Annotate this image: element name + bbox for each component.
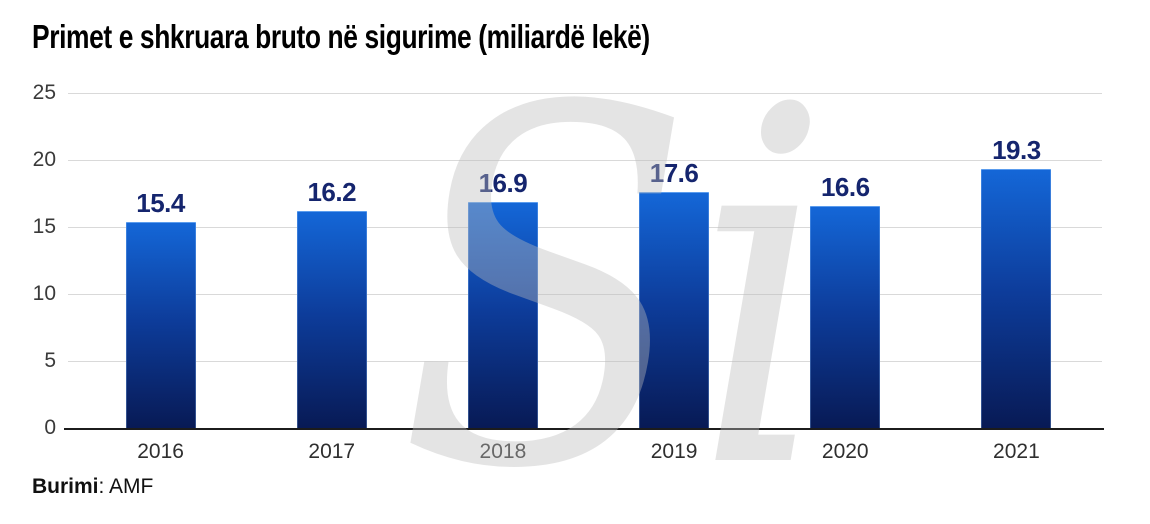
y-axis-tick-label: 25 xyxy=(32,81,56,104)
gridline xyxy=(68,160,1102,161)
x-axis-line xyxy=(64,428,1104,430)
gridline xyxy=(68,93,1102,94)
gridline xyxy=(68,361,1102,362)
x-axis-label: 2017 xyxy=(308,440,356,463)
bar-value-label: 17.6 xyxy=(649,158,699,189)
x-axis-label: 2019 xyxy=(650,440,698,463)
y-axis-tick-label: 20 xyxy=(32,148,56,171)
bar-value-label: 16.9 xyxy=(478,167,528,198)
bar xyxy=(467,201,538,428)
x-axis-label: 2018 xyxy=(479,440,527,463)
source-label: Burimi xyxy=(32,475,99,498)
bar xyxy=(639,192,710,428)
y-axis-tick-label: 5 xyxy=(44,349,56,372)
gridline xyxy=(68,227,1102,228)
bar-value-label: 15.4 xyxy=(136,187,185,218)
gridline xyxy=(68,294,1102,295)
source-separator: : xyxy=(98,475,110,498)
x-axis-label: 2016 xyxy=(137,440,184,463)
bar xyxy=(810,205,881,428)
bar-value-label: 16.6 xyxy=(820,171,870,202)
chart-title: Primet e shkruara bruto në sigurime (mil… xyxy=(32,18,650,55)
source-line: Burimi: AMF xyxy=(32,475,153,499)
bar-value-label: 16.2 xyxy=(307,176,357,207)
bar xyxy=(125,221,196,428)
bar xyxy=(296,210,367,428)
x-axis-label: 2020 xyxy=(821,440,869,463)
bar xyxy=(981,169,1052,428)
y-axis-tick-label: 15 xyxy=(32,215,56,238)
source-value: AMF xyxy=(109,475,154,498)
x-axis-label: 2021 xyxy=(993,440,1040,463)
y-axis-tick-label: 10 xyxy=(32,282,56,305)
y-axis-tick-label: 0 xyxy=(44,416,56,439)
bar-value-label: 19.3 xyxy=(992,135,1041,166)
